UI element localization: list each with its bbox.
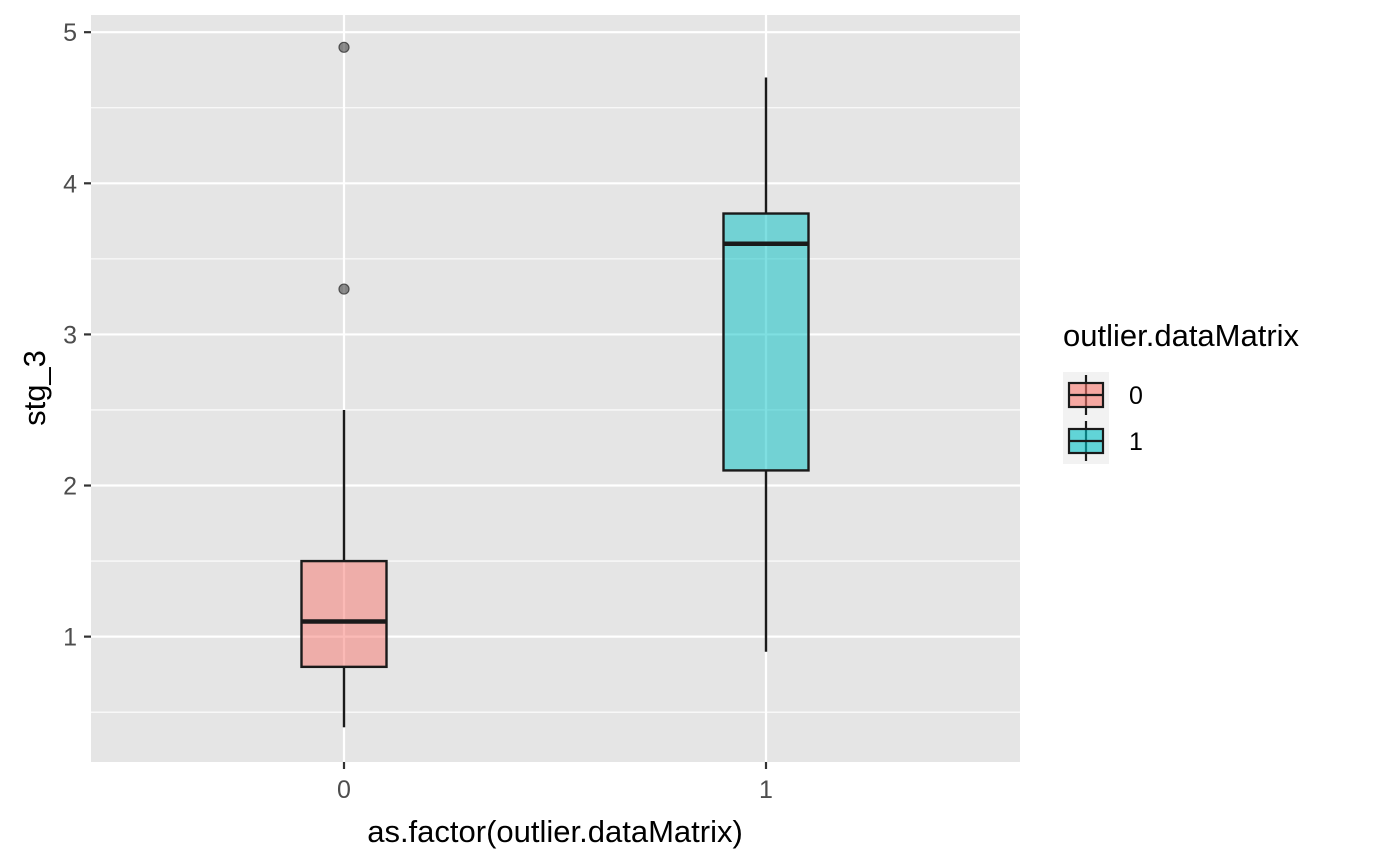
- box-1: [722, 77, 810, 652]
- x-tick-label-1: 1: [759, 776, 773, 804]
- grid-minor-lines: [91, 107, 1020, 713]
- outlier-point-0-1: [338, 41, 350, 53]
- y-tick-label-3: 4: [63, 170, 77, 198]
- y-axis: 1 2 3 4 5: [63, 19, 91, 652]
- legend-title: outlier.dataMatrix: [1063, 318, 1300, 353]
- plot-panel: [91, 15, 1020, 762]
- y-tick-label-2: 3: [63, 321, 77, 349]
- y-axis-title: stg_3: [17, 350, 52, 426]
- legend-key-1: 1: [1063, 418, 1143, 464]
- box-series: [300, 41, 810, 728]
- x-tick-label-0: 0: [337, 776, 351, 804]
- y-tick-label-0: 1: [63, 624, 77, 652]
- box-body-0: [300, 559, 388, 669]
- legend: outlier.dataMatrix 0 1: [1063, 318, 1300, 464]
- legend-label-0: 0: [1129, 382, 1143, 410]
- outlier-point-0-0: [338, 283, 350, 295]
- y-tick-label-4: 5: [63, 19, 77, 47]
- legend-label-1: 1: [1129, 428, 1143, 456]
- y-tick-label-1: 2: [63, 473, 77, 501]
- legend-key-0: 0: [1063, 372, 1143, 418]
- x-axis-title: as.factor(outlier.dataMatrix): [367, 814, 743, 849]
- box-body-1: [722, 212, 810, 472]
- box-0: [300, 41, 388, 728]
